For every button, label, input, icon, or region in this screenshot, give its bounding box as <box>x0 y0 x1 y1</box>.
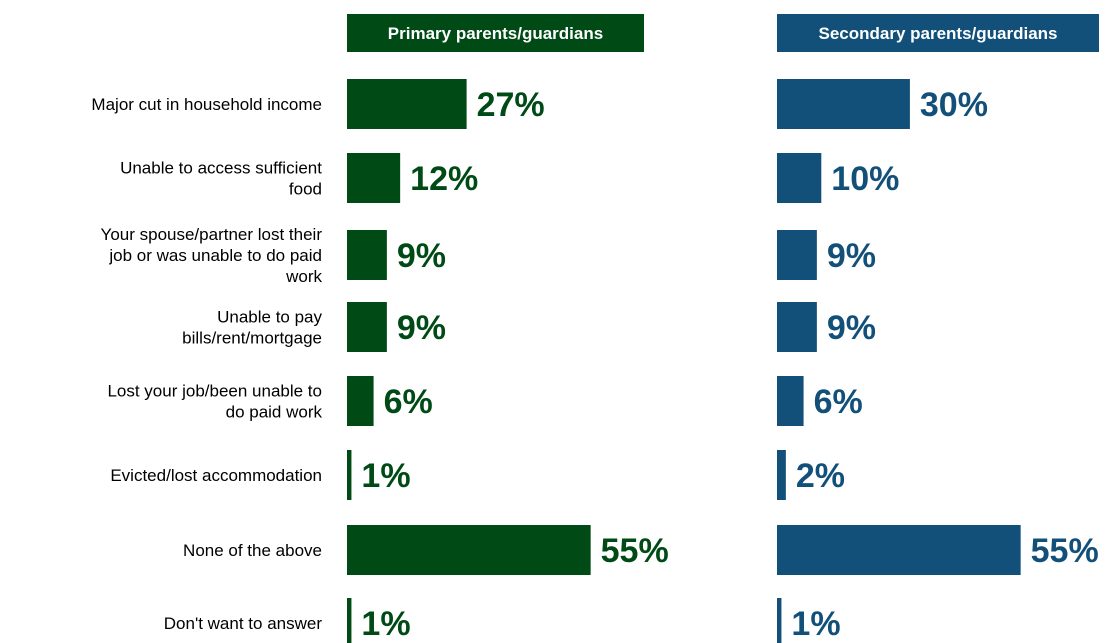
value-label-secondary: 30% <box>920 86 988 124</box>
bar-primary <box>347 153 401 203</box>
bar-primary <box>347 230 387 280</box>
bar-primary <box>347 450 352 500</box>
category-label: Unable to pay bills/rent/mortgage <box>182 308 322 348</box>
category-label: Major cut in household income <box>91 95 322 114</box>
category-label: Unable to access sufficient food <box>120 159 322 199</box>
category-label: Your spouse/partner lost their job or was… <box>101 225 323 286</box>
bar-secondary <box>777 598 782 643</box>
bar-secondary <box>777 525 1021 575</box>
bar-secondary <box>777 302 817 352</box>
value-label-primary: 1% <box>361 605 410 643</box>
bar-secondary <box>777 450 786 500</box>
header-secondary <box>777 14 1099 52</box>
bars: 27% 12% 9% 9% 6% 1% 55% 1% 30% 10% 9% 9% 6% 2% 55% 1% <box>347 79 1099 643</box>
value-label-primary: 9% <box>397 237 446 275</box>
category-label: Don't want to answer <box>164 614 323 633</box>
value-label-secondary: 10% <box>831 160 899 198</box>
bar-primary <box>347 79 467 129</box>
bar-secondary <box>777 79 910 129</box>
value-label-primary: 27% <box>477 86 545 124</box>
category-label-line: job or was unable to do paid <box>108 246 322 265</box>
category-label-line: Evicted/lost accommodation <box>110 466 322 485</box>
category-label-line: Lost your job/been unable to <box>107 382 322 401</box>
value-label-primary: 1% <box>361 457 410 495</box>
category-label: Evicted/lost accommodation <box>110 466 322 485</box>
category-label: Lost your job/been unable to do paid work <box>107 382 322 422</box>
header-primary <box>347 14 644 52</box>
bar-secondary <box>777 376 804 426</box>
bar-primary <box>347 598 352 643</box>
value-label-secondary: 9% <box>827 309 876 347</box>
value-label-primary: 12% <box>410 160 478 198</box>
value-label-secondary: 9% <box>827 237 876 275</box>
value-label-secondary: 2% <box>796 457 845 495</box>
panel-primary: Primary parents/guardians <box>347 14 644 52</box>
bar-secondary <box>777 230 817 280</box>
bar-primary <box>347 302 387 352</box>
category-label-line: Major cut in household income <box>91 95 322 114</box>
category-label-line: bills/rent/mortgage <box>182 329 322 348</box>
bar-secondary <box>777 153 822 203</box>
category-label-line: Don't want to answer <box>164 614 323 633</box>
header-secondary-label: Secondary parents/guardians <box>818 24 1057 43</box>
value-label-primary: 6% <box>384 383 433 421</box>
bar-primary <box>347 525 591 575</box>
category-label: None of the above <box>183 541 322 560</box>
value-label-secondary: 1% <box>791 605 840 643</box>
value-label-secondary: 55% <box>1031 532 1099 570</box>
category-label-line: Unable to pay <box>217 308 322 327</box>
category-label-line: None of the above <box>183 541 322 560</box>
category-labels: Major cut in household income Unable to a… <box>91 95 322 633</box>
value-label-primary: 9% <box>397 309 446 347</box>
category-label-line: do paid work <box>226 403 323 422</box>
category-label-line: food <box>289 180 322 199</box>
value-label-primary: 55% <box>601 532 669 570</box>
panel-secondary: Secondary parents/guardians <box>777 14 1099 52</box>
bar-primary <box>347 376 374 426</box>
category-label-line: Unable to access sufficient <box>120 159 322 178</box>
value-label-secondary: 6% <box>814 383 863 421</box>
category-label-line: Your spouse/partner lost their <box>101 225 323 244</box>
category-label-line: work <box>285 267 322 286</box>
header-primary-label: Primary parents/guardians <box>388 24 603 43</box>
